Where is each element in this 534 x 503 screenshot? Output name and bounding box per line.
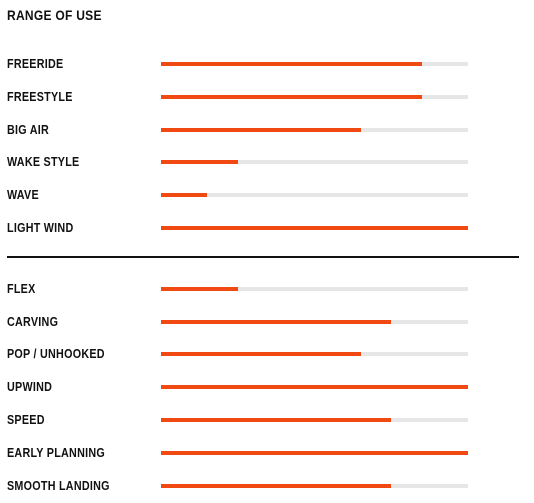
rating-fill — [161, 418, 392, 422]
rating-track — [161, 385, 468, 389]
rating-track — [161, 484, 468, 488]
rating-label: FREESTYLE — [7, 90, 73, 104]
rating-fill — [161, 287, 238, 291]
rating-track — [161, 95, 468, 99]
rating-fill — [161, 95, 422, 99]
rating-row-big-air: BIG AIR — [0, 122, 534, 138]
rating-fill — [161, 226, 468, 230]
section-title: RANGE OF USE — [7, 7, 102, 23]
rating-row-flex: FLEX — [0, 281, 534, 297]
rating-track — [161, 418, 468, 422]
rating-label: WAVE — [7, 188, 39, 202]
rating-label: LIGHT WIND — [7, 221, 74, 235]
rating-fill — [161, 385, 468, 389]
rating-track — [161, 62, 468, 66]
rating-track — [161, 287, 468, 291]
rating-row-freeride: FREERIDE — [0, 56, 534, 72]
rating-label: POP / UNHOOKED — [7, 347, 105, 361]
rating-track — [161, 128, 468, 132]
rating-label: CARVING — [7, 315, 59, 329]
rating-track — [161, 320, 468, 324]
rating-label: WAKE STYLE — [7, 155, 80, 169]
rating-row-carving: CARVING — [0, 314, 534, 330]
rating-row-light-wind: LIGHT WIND — [0, 220, 534, 236]
rating-row-upwind: UPWIND — [0, 379, 534, 395]
rating-fill — [161, 352, 361, 356]
rating-fill — [161, 62, 422, 66]
rating-label: FREERIDE — [7, 57, 64, 71]
rating-row-early-planning: EARLY PLANNING — [0, 445, 534, 461]
rating-fill — [161, 451, 468, 455]
rating-label: SPEED — [7, 413, 45, 427]
rating-fill — [161, 484, 392, 488]
section-divider — [7, 256, 519, 258]
rating-row-wake-style: WAKE STYLE — [0, 154, 534, 170]
rating-track — [161, 193, 468, 197]
rating-track — [161, 226, 468, 230]
rating-track — [161, 160, 468, 164]
rating-label: BIG AIR — [7, 123, 50, 137]
rating-label: SMOOTH LANDING — [7, 479, 110, 493]
rating-label: FLEX — [7, 282, 36, 296]
rating-fill — [161, 160, 238, 164]
rating-fill — [161, 128, 361, 132]
rating-label: UPWIND — [7, 380, 53, 394]
rating-fill — [161, 193, 208, 197]
rating-label: EARLY PLANNING — [7, 446, 105, 460]
rating-row-wave: WAVE — [0, 187, 534, 203]
rating-row-freestyle: FREESTYLE — [0, 89, 534, 105]
rating-row-pop-unhooked: POP / UNHOOKED — [0, 346, 534, 362]
rating-fill — [161, 320, 392, 324]
rating-track — [161, 352, 468, 356]
rating-row-speed: SPEED — [0, 412, 534, 428]
rating-track — [161, 451, 468, 455]
rating-row-smooth-landing: SMOOTH LANDING — [0, 478, 534, 494]
